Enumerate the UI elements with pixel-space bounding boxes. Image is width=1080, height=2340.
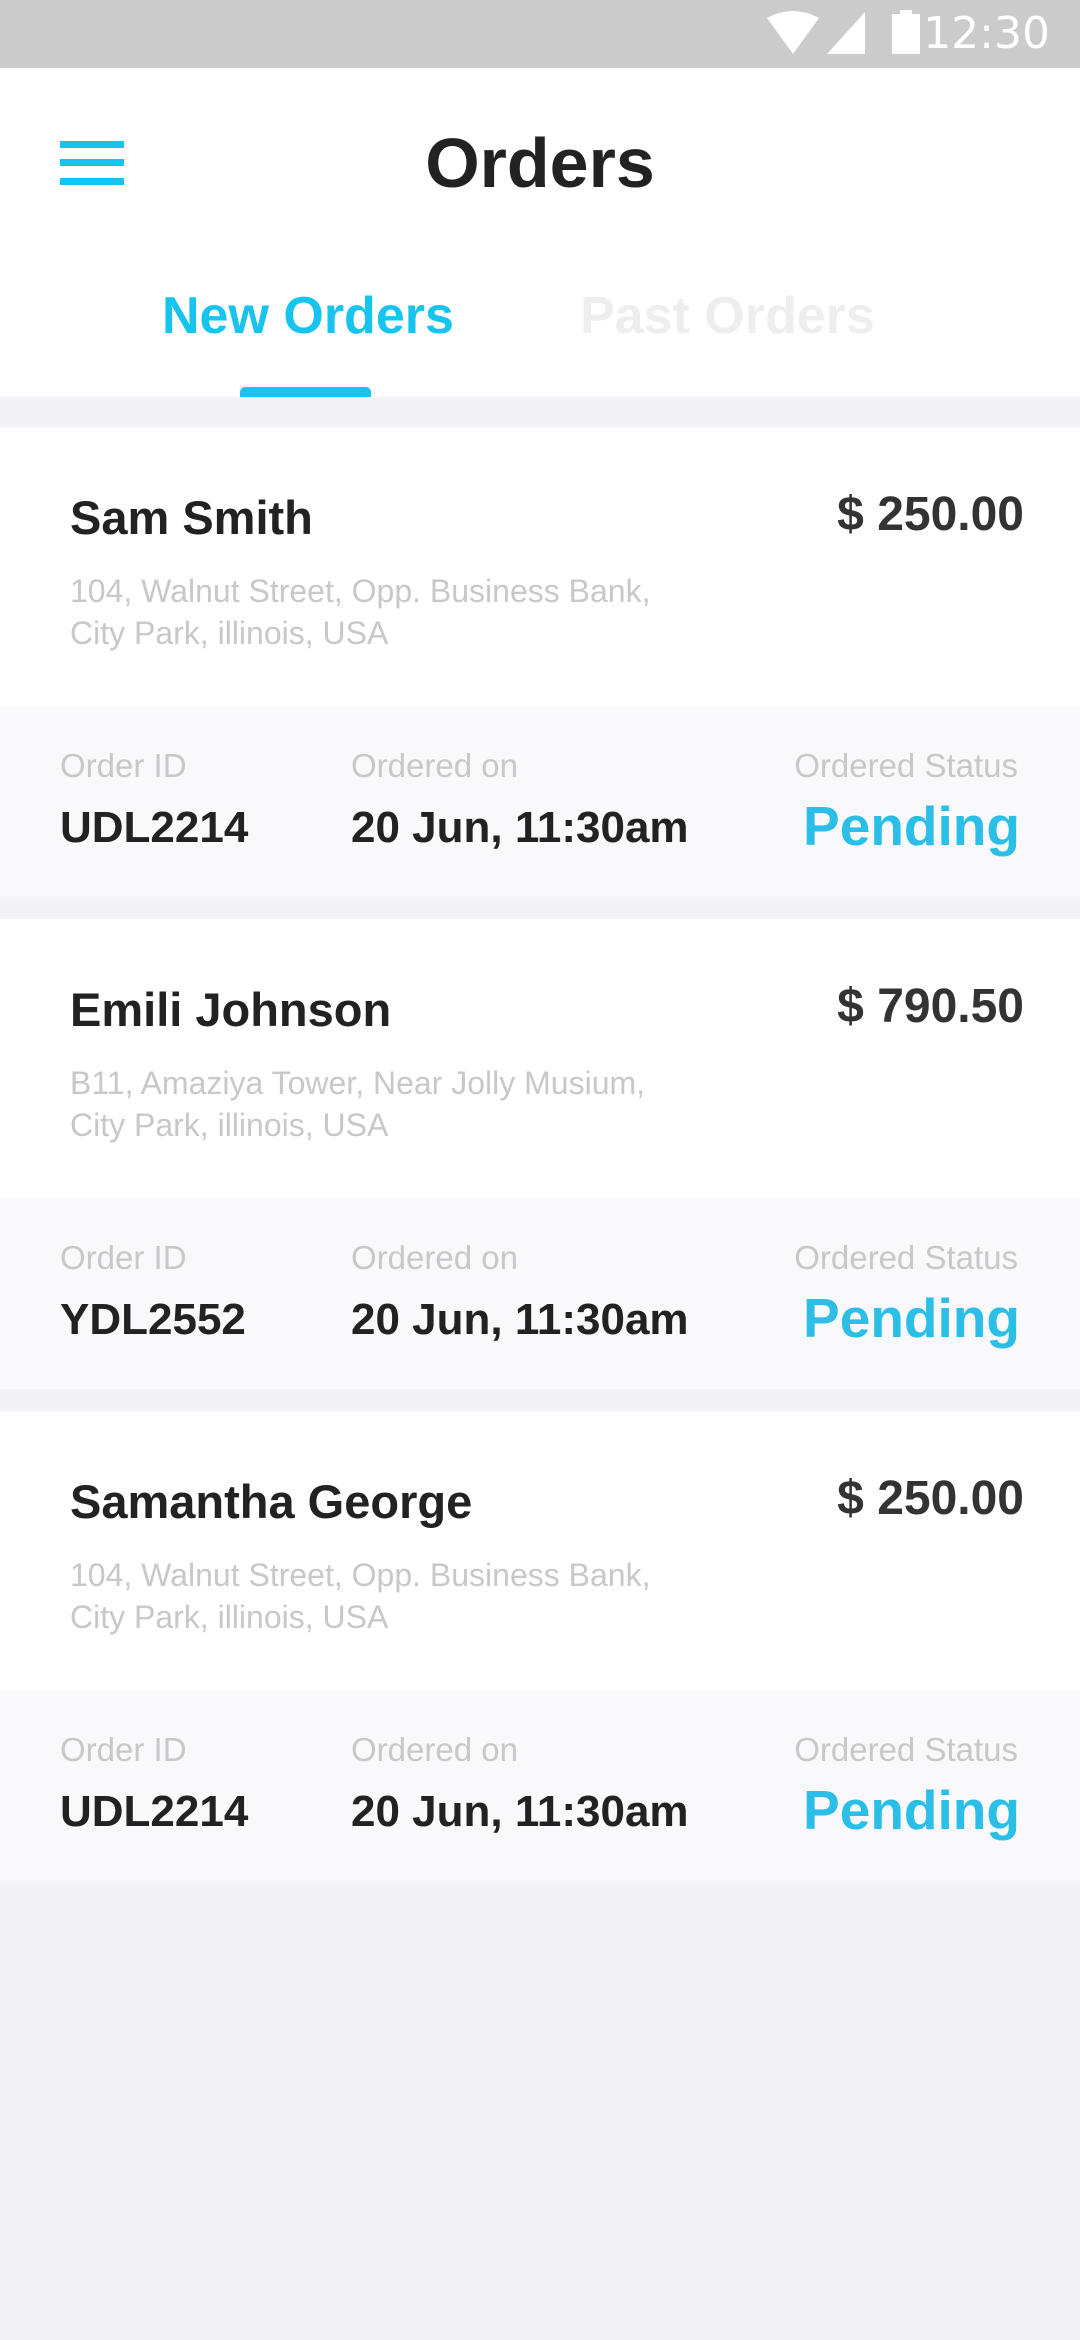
- address-line-1: 104, Walnut Street, Opp. Business Bank,: [70, 1557, 651, 1593]
- ordered-on: 20 Jun, 11:30am: [351, 1295, 689, 1344]
- hamburger-menu-icon[interactable]: [60, 141, 124, 185]
- order-id: UDL2214: [60, 803, 249, 852]
- address-line-2: City Park, illinois, USA: [70, 615, 389, 651]
- customer-name: Sam Smith: [70, 491, 313, 544]
- ordered-on-label: Ordered on: [351, 747, 518, 784]
- order-details: Order ID UDL2214 Ordered on 20 Jun, 11:3…: [0, 1690, 1080, 1881]
- order-price: $ 250.00: [837, 488, 1024, 541]
- order-card[interactable]: Emili Johnson $ 790.50 B11, Amaziya Towe…: [0, 919, 1080, 1389]
- ordered-on: 20 Jun, 11:30am: [351, 1787, 689, 1836]
- order-card[interactable]: Sam Smith $ 250.00 104, Walnut Street, O…: [0, 427, 1080, 897]
- order-price: $ 250.00: [837, 1472, 1024, 1525]
- app-header: Orders New Orders Past Orders: [0, 68, 1080, 397]
- order-status: Pending: [803, 795, 1020, 857]
- order-card[interactable]: Samantha George $ 250.00 104, Walnut Str…: [0, 1411, 1080, 1881]
- customer-address: 104, Walnut Street, Opp. Business Bank, C…: [70, 570, 650, 654]
- order-price: $ 790.50: [837, 980, 1024, 1033]
- order-status: Pending: [803, 1287, 1020, 1349]
- address-line-2: City Park, illinois, USA: [70, 1599, 389, 1635]
- order-id: YDL2552: [60, 1295, 246, 1344]
- customer-address: 104, Walnut Street, Opp. Business Bank, C…: [70, 1554, 650, 1638]
- active-tab-indicator: [240, 387, 371, 397]
- signal-icon: [827, 12, 865, 54]
- page-title: Orders: [425, 124, 655, 202]
- address-line-2: City Park, illinois, USA: [70, 1107, 389, 1143]
- tab-new-orders[interactable]: New Orders: [162, 287, 454, 345]
- order-status-label: Ordered Status: [794, 747, 1018, 784]
- order-status: Pending: [803, 1779, 1020, 1841]
- status-time: 12:30: [923, 8, 1050, 59]
- order-status-label: Ordered Status: [794, 1731, 1018, 1768]
- order-details: Order ID YDL2552 Ordered on 20 Jun, 11:3…: [0, 1198, 1080, 1389]
- order-id-label: Order ID: [60, 1731, 187, 1768]
- order-id-label: Order ID: [60, 1239, 187, 1276]
- status-bar: 12:30: [0, 0, 1080, 68]
- address-line-1: B11, Amaziya Tower, Near Jolly Musium,: [70, 1065, 646, 1101]
- address-line-1: 104, Walnut Street, Opp. Business Bank,: [70, 573, 651, 609]
- customer-address: B11, Amaziya Tower, Near Jolly Musium, Ci…: [70, 1062, 645, 1146]
- tab-past-orders[interactable]: Past Orders: [580, 287, 875, 345]
- customer-name: Emili Johnson: [70, 983, 392, 1036]
- customer-name: Samantha George: [70, 1475, 473, 1528]
- order-id: UDL2214: [60, 1787, 249, 1836]
- ordered-on-label: Ordered on: [351, 1239, 518, 1276]
- order-details: Order ID UDL2214 Ordered on 20 Jun, 11:3…: [0, 706, 1080, 897]
- ordered-on-label: Ordered on: [351, 1731, 518, 1768]
- order-status-label: Ordered Status: [794, 1239, 1018, 1276]
- wifi-icon: [767, 11, 819, 54]
- order-id-label: Order ID: [60, 747, 187, 784]
- ordered-on: 20 Jun, 11:30am: [351, 803, 689, 852]
- battery-icon: [892, 10, 920, 54]
